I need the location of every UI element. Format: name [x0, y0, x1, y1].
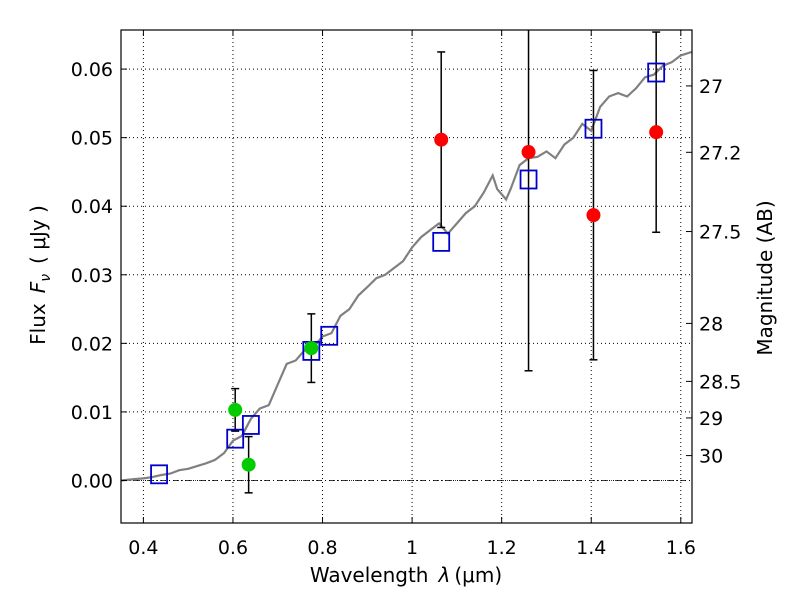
- measured-infrared-point: [521, 145, 536, 160]
- model-square-point: [320, 325, 339, 346]
- measured-infrared-point: [649, 125, 664, 140]
- measured-infrared-point: [586, 208, 601, 223]
- x-tick-label: 0.6: [218, 537, 248, 559]
- grid: [121, 30, 692, 523]
- x-tick-label: 0.8: [307, 537, 337, 559]
- y-tick-label: 0.03: [71, 265, 113, 287]
- y2-tick-label: 30: [699, 446, 723, 468]
- y-tick-label: 0.05: [71, 128, 113, 150]
- y-tick-label: 0.06: [71, 59, 113, 81]
- y2-tick-label: 28: [699, 313, 723, 335]
- model-square-point: [647, 62, 666, 83]
- y-axis-label: FluxFν( μJy ): [26, 205, 54, 345]
- model-square-point: [584, 118, 603, 139]
- x-tick-label: 1.2: [487, 537, 517, 559]
- measured-optical-point: [241, 457, 256, 472]
- y2-axis-label: Magnitude (AB): [753, 200, 777, 355]
- axis-ticks: 0.4 0.6 0.8 1 1.2 1.4 1.6 0.00 0.01 0.02 0.03 0.04 0…: [71, 30, 741, 559]
- model-square-point: [241, 415, 260, 435]
- x-tick-label: 0.4: [128, 537, 158, 559]
- model-square-point: [226, 428, 245, 449]
- y2-tick-label: 28.5: [699, 371, 741, 393]
- y2-tick-label: 27.2: [699, 142, 741, 164]
- plot-frame: [120, 29, 693, 524]
- measured-infrared-point: [434, 132, 449, 147]
- y2-tick-label: 27: [699, 76, 723, 98]
- measured-optical-point: [228, 402, 243, 417]
- x-tick-label: 1: [406, 537, 418, 559]
- model-square-point: [519, 169, 538, 190]
- x-tick-label: 1.4: [576, 537, 606, 559]
- y-tick-label: 0.01: [71, 402, 113, 424]
- x-tick-label: 1.6: [666, 537, 696, 559]
- y-tick-label: 0.04: [71, 196, 113, 218]
- measured-optical-point: [304, 341, 319, 356]
- model-square-point: [150, 464, 168, 485]
- y2-tick-label: 29: [699, 408, 723, 430]
- y-tick-label: 0.00: [71, 470, 113, 492]
- y-tick-label: 0.02: [71, 333, 113, 355]
- y2-tick-label: 27.5: [699, 222, 741, 244]
- x-axis-label: Wavelength λ (μm): [310, 563, 502, 587]
- template-spectrum-line: [121, 50, 692, 482]
- model-square-point: [432, 231, 451, 252]
